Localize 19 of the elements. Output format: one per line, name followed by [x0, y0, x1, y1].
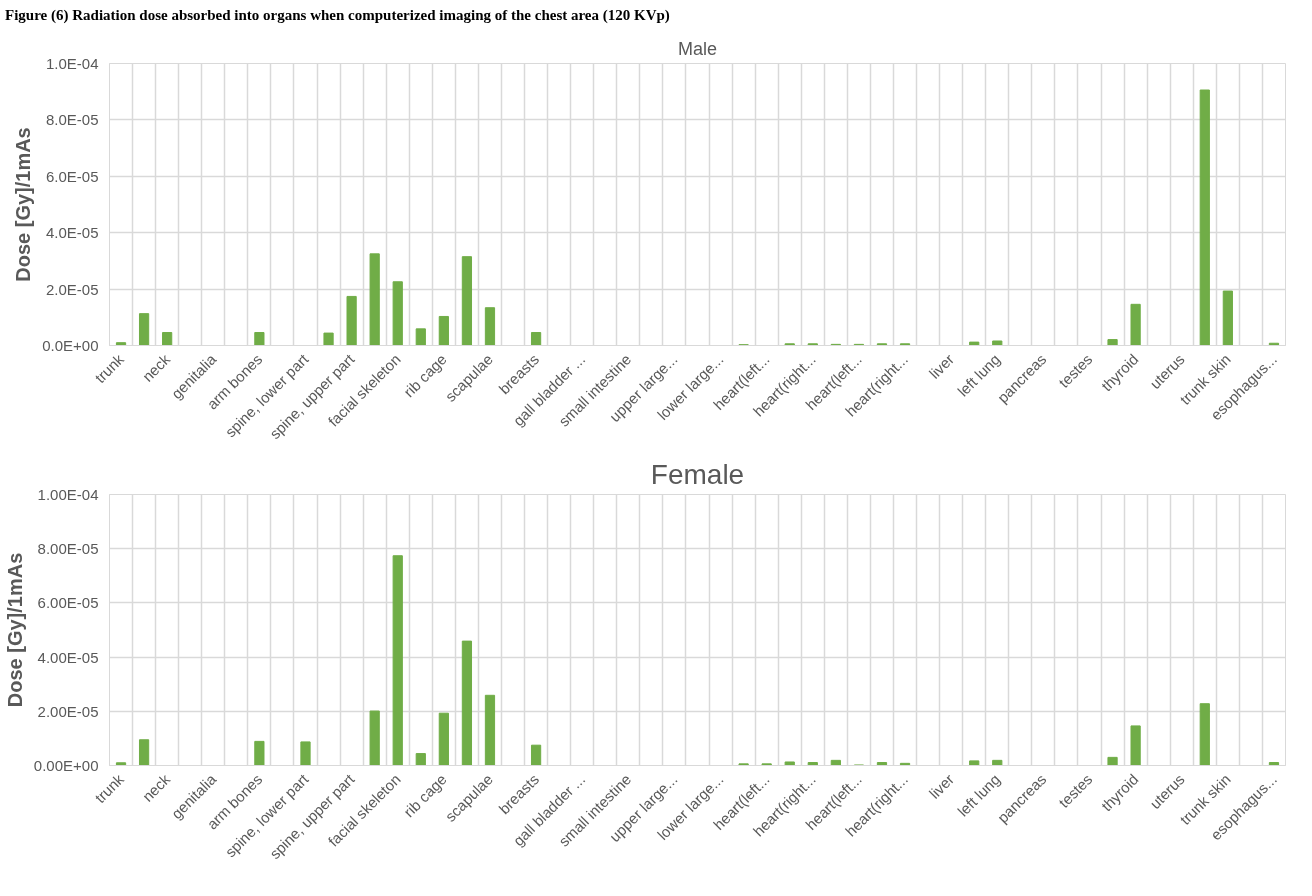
y-tick-label: 0.00E+00	[33, 757, 99, 775]
y-tick-label: 1.0E-04	[45, 55, 99, 73]
y-tick-label: 1.00E-04	[37, 486, 99, 504]
text: Figure (6) Radiation dose absorbed into organs when computerized imaging of the chest area (120 KVp)	[5, 6, 670, 25]
chart-title: Female	[650, 458, 745, 490]
y-tick-label: 2.0E-05	[45, 281, 99, 299]
y-axis-title: Dose [Gy]/1mAs	[12, 127, 35, 283]
y-tick-label: 0.0E+00	[42, 337, 99, 355]
y-tick-label: 4.00E-05	[37, 649, 99, 667]
chart-title: Male	[677, 38, 718, 59]
x-tick-label: liver	[925, 770, 958, 803]
y-tick-label: 8.0E-05	[45, 111, 99, 129]
y-tick-label: 6.00E-05	[37, 594, 99, 612]
y-tick-label: 6.0E-05	[45, 168, 99, 186]
y-tick-label: 8.00E-05	[37, 540, 99, 558]
x-tick-label: liver	[925, 350, 958, 383]
y-tick-label: 2.00E-05	[37, 703, 99, 721]
y-tick-label: 4.0E-05	[45, 224, 99, 242]
y-axis-title: Dose [Gy]/1mAs	[3, 553, 26, 708]
